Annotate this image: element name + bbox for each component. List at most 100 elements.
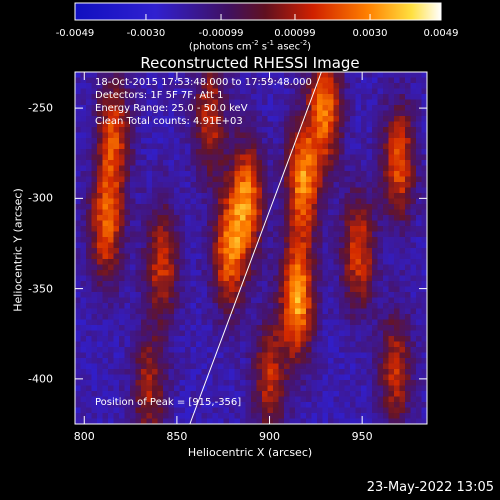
heatmap-cell	[333, 226, 340, 233]
heatmap-cell	[207, 116, 214, 123]
heatmap-cell	[300, 204, 307, 211]
heatmap-cell	[102, 160, 109, 167]
heatmap-cell	[317, 385, 324, 392]
heatmap-cell	[240, 385, 247, 392]
heatmap-cell	[311, 204, 318, 211]
heatmap-cell	[141, 138, 148, 145]
x-tick-label: 800	[73, 430, 95, 443]
heatmap-cell	[196, 215, 203, 222]
heatmap-cell	[377, 396, 384, 403]
heatmap-cell	[300, 292, 307, 299]
heatmap-cell	[108, 413, 115, 420]
heatmap-cell	[157, 303, 164, 310]
heatmap-cell	[361, 176, 368, 183]
heatmap-cell	[394, 83, 401, 90]
heatmap-cell	[135, 132, 142, 139]
heatmap-cell	[196, 77, 203, 84]
heatmap-cell	[399, 176, 406, 183]
heatmap-cell	[185, 380, 192, 387]
heatmap-cell	[124, 237, 131, 244]
heatmap-cell	[135, 171, 142, 178]
heatmap-cell	[234, 259, 241, 266]
heatmap-cell	[333, 385, 340, 392]
heatmap-cell	[410, 143, 417, 150]
heatmap-cell	[163, 325, 170, 332]
heatmap-cell	[185, 143, 192, 150]
heatmap-cell	[350, 402, 357, 409]
heatmap-cell	[421, 396, 427, 403]
heatmap-cell	[251, 176, 258, 183]
heatmap-cell	[256, 149, 263, 156]
heatmap-cell	[333, 237, 340, 244]
heatmap-cell	[377, 308, 384, 315]
heatmap-cell	[311, 407, 318, 414]
info-energy-range: Energy Range: 25.0 - 50.0 keV	[95, 103, 248, 114]
heatmap-cell	[234, 330, 241, 337]
heatmap-cell	[328, 374, 335, 381]
heatmap-cell	[223, 204, 230, 211]
heatmap-cell	[102, 281, 109, 288]
heatmap-cell	[421, 149, 427, 156]
heatmap-cell	[152, 226, 159, 233]
heatmap-cell	[119, 336, 126, 343]
heatmap-cell	[190, 72, 197, 79]
heatmap-cell	[306, 385, 313, 392]
heatmap-cell	[355, 105, 362, 112]
heatmap-cell	[163, 105, 170, 112]
heatmap-cell	[245, 253, 252, 260]
heatmap-cell	[366, 347, 373, 354]
heatmap-cell	[273, 418, 280, 424]
heatmap-cell	[201, 281, 208, 288]
heatmap-cell	[212, 292, 219, 299]
heatmap-cell	[113, 253, 120, 260]
heatmap-cell	[146, 292, 153, 299]
heatmap-cell	[152, 193, 159, 200]
heatmap-cell	[361, 336, 368, 343]
heatmap-cell	[328, 94, 335, 101]
heatmap-cell	[135, 385, 142, 392]
heatmap-cell	[383, 319, 390, 326]
heatmap-cell	[333, 369, 340, 376]
heatmap-cell	[75, 281, 82, 288]
heatmap-cell	[201, 336, 208, 343]
heatmap-cell	[135, 88, 142, 95]
heatmap-cell	[212, 330, 219, 337]
heatmap-cell	[135, 281, 142, 288]
heatmap-cell	[328, 110, 335, 117]
heatmap-cell	[212, 303, 219, 310]
heatmap-cell	[91, 143, 98, 150]
heatmap-cell	[278, 369, 285, 376]
heatmap-cell	[328, 330, 335, 337]
heatmap-cell	[97, 110, 104, 117]
heatmap-cell	[141, 209, 148, 216]
heatmap-cell	[179, 270, 186, 277]
heatmap-cell	[124, 248, 131, 255]
heatmap-cell	[240, 413, 247, 420]
heatmap-cell	[80, 193, 87, 200]
heatmap-cell	[234, 385, 241, 392]
heatmap-cell	[284, 209, 291, 216]
heatmap-cell	[278, 374, 285, 381]
heatmap-cell	[311, 281, 318, 288]
heatmap-cell	[190, 292, 197, 299]
heatmap-cell	[317, 314, 324, 321]
heatmap-cell	[245, 347, 252, 354]
heatmap-cell	[135, 308, 142, 315]
heatmap-cell	[163, 198, 170, 205]
heatmap-cell	[339, 88, 346, 95]
heatmap-cell	[86, 259, 93, 266]
heatmap-cell	[405, 215, 412, 222]
heatmap-cell	[333, 336, 340, 343]
heatmap-cell	[201, 171, 208, 178]
heatmap-cell	[234, 319, 241, 326]
heatmap-cell	[218, 281, 225, 288]
heatmap-cell	[108, 303, 115, 310]
heatmap-cell	[251, 171, 258, 178]
heatmap-cell	[416, 319, 423, 326]
heatmap-cell	[267, 149, 274, 156]
heatmap-cell	[229, 220, 236, 227]
heatmap-cell	[102, 270, 109, 277]
heatmap-cell	[174, 237, 181, 244]
heatmap-cell	[146, 226, 153, 233]
heatmap-cell	[223, 297, 230, 304]
